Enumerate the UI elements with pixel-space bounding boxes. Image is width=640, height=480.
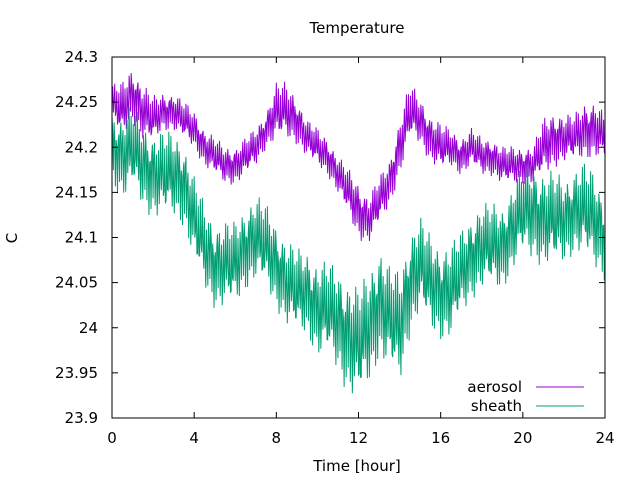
- series-line-sheath: [111, 107, 606, 394]
- x-axis-ticks: 0 4 8 12 16 20 24: [107, 57, 615, 447]
- y-tick-label: 23.95: [55, 364, 98, 382]
- legend-label-sheath: sheath: [471, 397, 522, 415]
- y-tick-label: 24.05: [55, 274, 98, 292]
- x-tick-label: 0: [107, 429, 117, 447]
- y-tick-label: 24.15: [55, 183, 98, 201]
- x-axis-label: Time [hour]: [312, 457, 401, 475]
- y-tick-label: 23.9: [65, 409, 98, 427]
- series-layer: [111, 73, 606, 394]
- series-line-aerosol: [111, 73, 606, 241]
- y-tick-label: 24.3: [65, 48, 98, 66]
- y-tick-label: 24.25: [55, 93, 98, 111]
- x-tick-label: 16: [431, 429, 450, 447]
- y-tick-label: 24: [79, 319, 98, 337]
- y-axis-label: C: [3, 233, 21, 243]
- x-tick-label: 24: [595, 429, 614, 447]
- x-tick-label: 8: [272, 429, 282, 447]
- y-axis-ticks: 23.9 23.95 24 24.05 24.1 24.15 24.2 24.25 24.3: [55, 48, 605, 427]
- x-tick-label: 12: [349, 429, 368, 447]
- x-tick-label: 4: [189, 429, 199, 447]
- legend-label-aerosol: aerosol: [467, 378, 522, 396]
- x-tick-label: 20: [513, 429, 532, 447]
- y-tick-label: 24.1: [65, 229, 98, 247]
- chart-title: Temperature: [308, 19, 404, 37]
- y-tick-label: 24.2: [65, 138, 98, 156]
